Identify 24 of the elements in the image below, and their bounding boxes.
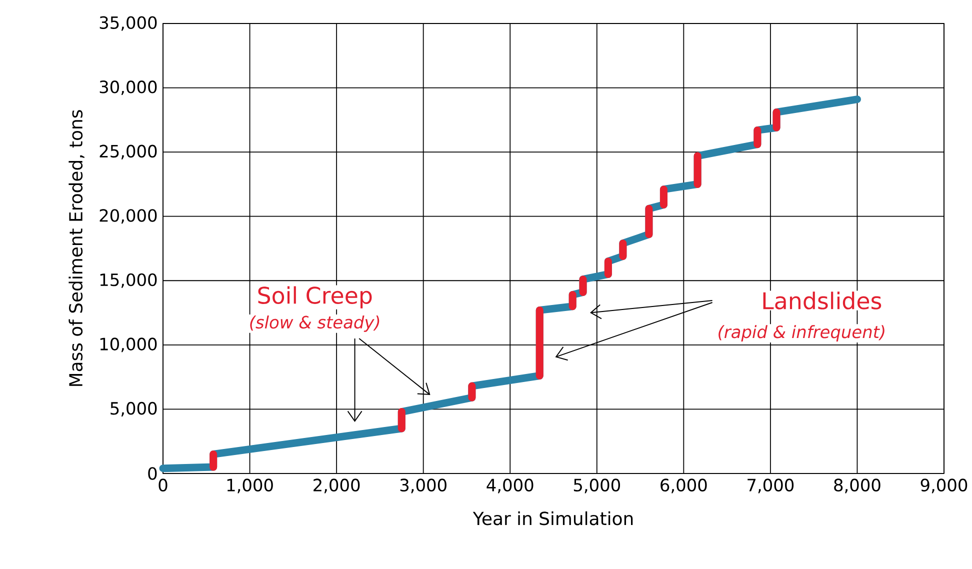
x-tick-label: 7,000 — [748, 478, 794, 494]
y-tick-label: 10,000 — [100, 338, 157, 352]
y-tick-label: 35,000 — [100, 16, 157, 31]
x-tick-label: 8,000 — [834, 478, 880, 494]
x-tick-label: 0 — [158, 478, 168, 492]
annotation: Landslides — [763, 292, 882, 310]
x-axis-title: Year in Simulation — [472, 511, 633, 526]
x-tick-label: 6,000 — [660, 478, 707, 494]
y-tick-label: 0 — [148, 467, 157, 480]
y-axis-title: Mass of Sediment Eroded, tons — [68, 110, 84, 386]
y-tick-label: 15,000 — [100, 273, 157, 288]
annotation: Soil Creep — [258, 286, 372, 308]
x-tick-label: 5,000 — [574, 478, 620, 494]
x-tick-label: 4,000 — [486, 478, 534, 494]
x-tick-label: 9,000 — [920, 478, 968, 494]
y-tick-label: 5,000 — [110, 402, 157, 416]
y-tick-label: 20,000 — [100, 209, 157, 224]
x-tick-label: 1,000 — [227, 478, 273, 494]
annotation: (slow & steady) — [250, 316, 380, 332]
y-tick-label: 25,000 — [100, 144, 157, 160]
x-tick-label: 2,000 — [314, 478, 360, 494]
y-tick-label: 30,000 — [100, 80, 157, 96]
x-tick-label: 3,000 — [400, 478, 446, 494]
annotation: (rapid & infrequent) — [718, 325, 884, 342]
